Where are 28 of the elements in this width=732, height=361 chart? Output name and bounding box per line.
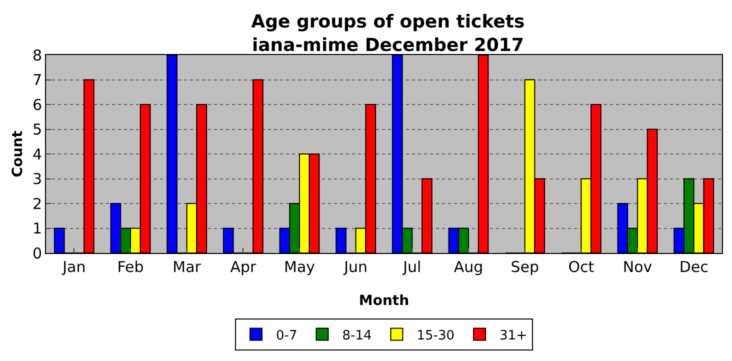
y-axis-title: Count [10, 130, 26, 178]
y-tick-label: 8 [32, 46, 42, 64]
legend-label: 31+ [500, 328, 527, 344]
x-tick-label: Feb [117, 258, 144, 276]
x-tick-label: Nov [622, 258, 652, 276]
y-tick-label: 6 [32, 96, 42, 114]
chart-title: Age groups of open tickets iana-mime December 2017 [251, 12, 525, 56]
legend-label: 8-14 [342, 328, 372, 344]
x-tick-label: Apr [230, 258, 257, 276]
x-axis-title: Month [358, 293, 410, 309]
x-tick-label: Dec [679, 258, 708, 276]
x-tick-label: May [284, 258, 316, 276]
y-tick-label: 5 [32, 120, 42, 138]
x-tick-label: Aug [454, 258, 484, 276]
x-tick-label: Mar [172, 258, 202, 276]
x-tick-label: Jul [402, 258, 422, 276]
y-tick-label: 7 [32, 71, 42, 89]
x-tick-label: Jun [343, 258, 368, 276]
y-tick-label: 0 [32, 244, 42, 262]
y-tick-label: 4 [32, 145, 42, 164]
x-tick-label: Oct [568, 258, 594, 276]
legend-label: 0-7 [276, 328, 298, 344]
y-tick-label: 2 [32, 194, 42, 213]
x-tick-label: Jan [62, 258, 86, 276]
y-tick-label: 1 [32, 220, 42, 238]
y-tick-label: 3 [32, 170, 42, 188]
legend-label: 15-30 [416, 328, 455, 344]
x-tick-label: Sep [510, 258, 539, 276]
